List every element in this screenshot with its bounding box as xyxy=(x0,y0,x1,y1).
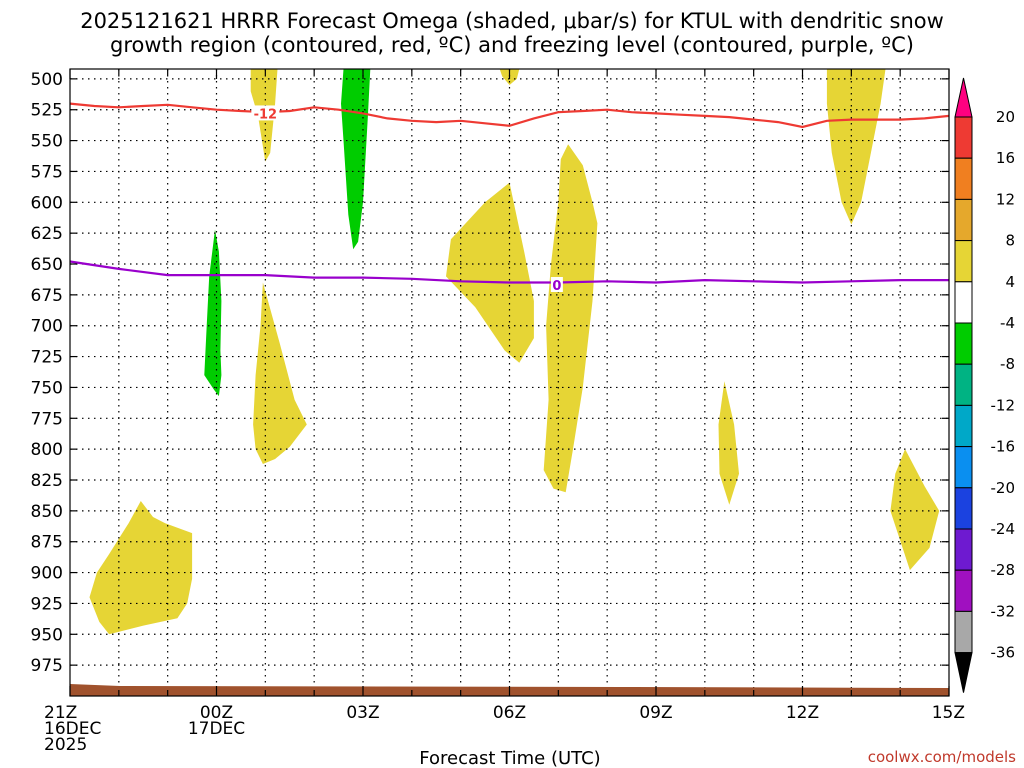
credit-text: coolwx.com/models xyxy=(868,748,1016,766)
colorbar-segment xyxy=(954,157,973,200)
contour-label: -12 xyxy=(254,107,278,122)
y-tick-label: 625 xyxy=(31,224,63,244)
y-tick-label: 675 xyxy=(31,286,63,306)
omega-area-positive xyxy=(826,69,886,225)
y-tick-label: 850 xyxy=(31,502,63,522)
y-tick-label: 925 xyxy=(31,594,63,614)
y-tick-label: 875 xyxy=(31,533,63,553)
contour-label: 0 xyxy=(552,279,561,294)
y-tick-label: 500 xyxy=(31,70,63,90)
x-tick-label: 00Z xyxy=(200,703,233,723)
colorbar-label: -36 xyxy=(991,644,1016,662)
x-tick-label: 16DEC xyxy=(44,719,101,739)
colorbar-segment xyxy=(954,116,973,159)
colorbar-segment xyxy=(954,404,973,448)
omega-area-positive xyxy=(543,144,598,493)
contour-label-bg xyxy=(251,105,280,121)
colorbar-label: 16 xyxy=(996,149,1015,167)
y-tick-label: 825 xyxy=(31,471,63,491)
y-tick-label: 800 xyxy=(31,440,63,460)
x-axis-label: Forecast Time (UTC) xyxy=(419,748,600,768)
colorbar-segment xyxy=(954,569,973,612)
colorbar-label: 12 xyxy=(996,190,1015,208)
omega-area-positive xyxy=(718,381,739,505)
colorbar-label: 20 xyxy=(996,108,1015,126)
chart-title-line: growth region (contoured, red, ºC) and f… xyxy=(110,33,914,57)
y-tick-label: 600 xyxy=(31,193,63,213)
y-tick-label: 575 xyxy=(31,162,63,182)
chart-title-line: 2025121621 HRRR Forecast Omega (shaded, … xyxy=(80,9,944,33)
omega-area-positive xyxy=(446,182,534,363)
x-tick-label: 2025 xyxy=(44,735,87,755)
contour-label-bg xyxy=(550,276,563,292)
x-tick-label: 03Z xyxy=(346,703,379,723)
colorbar-label: -4 xyxy=(1000,314,1015,332)
colorbar-segment xyxy=(954,281,973,324)
x-tick-label: 17DEC xyxy=(188,719,245,739)
colorbar-label: -12 xyxy=(991,396,1016,414)
colorbar-segment xyxy=(954,322,973,365)
y-tick-label: 775 xyxy=(31,409,63,429)
omega-area-positive xyxy=(89,501,193,635)
colorbar-segment xyxy=(954,198,973,242)
x-tick-label: 21Z xyxy=(44,703,77,723)
y-tick-label: 950 xyxy=(31,625,63,645)
omega-area-negative xyxy=(341,69,371,250)
colorbar-segment xyxy=(954,610,973,654)
y-tick-label: 700 xyxy=(31,317,63,337)
colorbar-segment xyxy=(954,363,973,406)
colorbar-segment xyxy=(954,446,973,489)
colorbar-label: 8 xyxy=(1005,232,1015,250)
colorbar-segment xyxy=(954,240,973,283)
colorbar-segment xyxy=(954,487,973,530)
x-tick-label: 12Z xyxy=(786,703,819,723)
colorbar-segment xyxy=(954,528,973,571)
y-tick-label: 750 xyxy=(31,378,63,398)
colorbar-label: -8 xyxy=(1000,355,1015,373)
contour-line-snow-growth xyxy=(69,102,950,129)
contour-line-freezing-level xyxy=(69,260,949,284)
y-tick-label: 550 xyxy=(31,132,63,152)
y-tick-label: 725 xyxy=(31,348,63,368)
y-tick-label: 525 xyxy=(31,101,63,121)
x-tick-label: 09Z xyxy=(639,703,672,723)
colorbar-label: -16 xyxy=(991,438,1016,456)
colorbar-label: 4 xyxy=(1005,273,1015,291)
y-tick-label: 650 xyxy=(31,255,63,275)
y-tick-label: 975 xyxy=(31,656,63,676)
colorbar-bottom-cap xyxy=(954,652,973,693)
y-tick-label: 900 xyxy=(31,564,63,584)
x-tick-label: 15Z xyxy=(932,703,965,723)
omega-area-positive xyxy=(253,282,307,464)
colorbar-label: -20 xyxy=(991,479,1016,497)
omega-area-negative xyxy=(204,229,222,397)
colorbar-label: -28 xyxy=(991,561,1016,579)
colorbar-label: -24 xyxy=(991,520,1016,538)
x-tick-label: 06Z xyxy=(493,703,526,723)
colorbar-top-cap xyxy=(954,77,973,118)
colorbar-label: -32 xyxy=(991,602,1016,620)
omega-area-positive xyxy=(890,449,940,571)
